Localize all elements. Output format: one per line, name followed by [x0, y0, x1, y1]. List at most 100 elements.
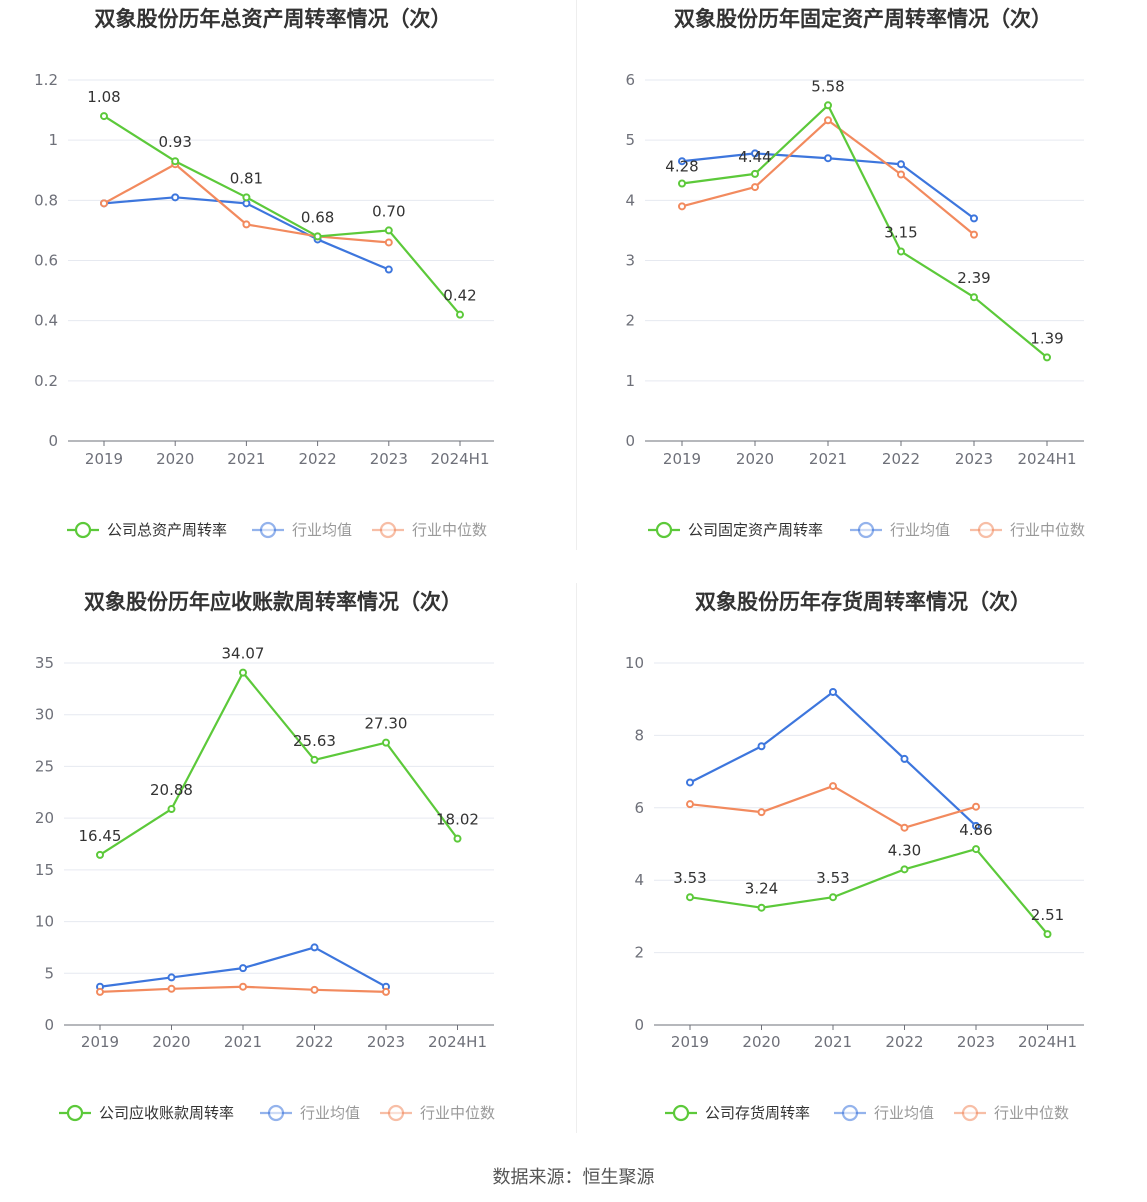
- x-tick-label: 2022: [295, 1033, 333, 1051]
- data-label: 3.53: [673, 869, 706, 887]
- x-tick-label: 2019: [663, 450, 701, 468]
- data-label: 2.51: [1031, 906, 1064, 924]
- data-point: [242, 193, 251, 202]
- x-tick-label: 2023: [367, 1033, 405, 1051]
- data-point: [239, 982, 247, 991]
- data-point: [970, 230, 978, 239]
- legend-swatch-marker: [841, 1104, 859, 1122]
- legend-item: 行业均值: [260, 1104, 360, 1122]
- data-label: 27.30: [365, 715, 408, 733]
- data-point: [900, 865, 909, 874]
- y-tick-label: 2: [625, 312, 635, 330]
- x-tick-label: 2021: [809, 450, 847, 468]
- panel-divider-bottom: [576, 583, 577, 1133]
- data-point: [678, 202, 686, 211]
- legend-label: 公司固定资产周转率: [688, 521, 823, 539]
- data-point: [382, 738, 390, 747]
- y-tick-label: 30: [35, 706, 54, 724]
- legend-label: 行业均值: [292, 521, 352, 539]
- legend-item: 行业中位数: [970, 521, 1085, 539]
- legend-item: 公司存货周转率: [665, 1104, 810, 1122]
- data-label: 34.07: [222, 645, 265, 663]
- y-tick-label: 4: [634, 871, 644, 889]
- x-tick-label: 2019: [81, 1033, 119, 1051]
- data-label: 3.15: [884, 223, 917, 241]
- data-point: [453, 834, 462, 843]
- y-tick-label: 25: [35, 757, 54, 775]
- legend-swatch-marker: [961, 1104, 979, 1122]
- data-point: [239, 668, 247, 677]
- series-line: [99, 671, 459, 856]
- data-point: [751, 183, 759, 192]
- data-point: [167, 984, 176, 993]
- chart-panel-total-asset-turnover: 双象股份历年总资产周转率情况（次） 0 0.2 0.4 0.6 0.8 1 1.2 2019 20…: [0, 0, 573, 583]
- x-tick-label: 2024H1: [1018, 1033, 1077, 1051]
- legend-label: 行业均值: [874, 1104, 934, 1122]
- data-point: [96, 850, 104, 859]
- x-tick-label: 2024H1: [1018, 450, 1077, 468]
- data-label: 2.39: [957, 269, 990, 287]
- data-point: [897, 247, 905, 256]
- data-point: [757, 742, 766, 751]
- y-tick-label: 3: [625, 252, 635, 270]
- y-tick-label: 15: [35, 861, 54, 879]
- x-tick-label: 2021: [227, 450, 265, 468]
- legend-item: 行业均值: [850, 521, 950, 539]
- data-label: 4.44: [738, 148, 771, 166]
- legend-swatch-marker: [74, 521, 92, 539]
- legend-swatch-marker: [655, 521, 673, 539]
- chart-svg: 双象股份历年应收账款周转率情况（次） 0 5 10 15 20 25 30 35 2019 2020…: [35, 590, 495, 1122]
- data-label: 0.68: [301, 208, 334, 226]
- data-point: [900, 823, 909, 832]
- data-label: 3.24: [745, 880, 778, 898]
- data-label: 18.02: [436, 811, 479, 829]
- data-point: [686, 893, 694, 902]
- x-tick-label: 2023: [957, 1033, 995, 1051]
- data-point: [310, 755, 319, 764]
- y-tick-label: 20: [35, 809, 54, 827]
- chart-panel-inventory-turnover: 双象股份历年存货周转率情况（次） 0 2 4 6 8 10 2019 2020 2021 2022 2…: [577, 583, 1147, 1166]
- x-tick-label: 2022: [882, 450, 920, 468]
- chart-title: 双象股份历年应收账款周转率情况（次）: [84, 590, 462, 614]
- data-point: [829, 893, 837, 902]
- data-label: 25.63: [293, 732, 336, 750]
- y-tick-label: 10: [625, 654, 644, 672]
- data-point: [171, 193, 180, 202]
- x-tick-label: 2020: [152, 1033, 190, 1051]
- y-tick-label: 5: [625, 131, 635, 149]
- chart-svg: 双象股份历年固定资产周转率情况（次） 0 1 2 3 4 5 6 2019 2020 2021 202…: [625, 7, 1085, 539]
- legend-item: 行业中位数: [380, 1104, 495, 1122]
- y-tick-label: 35: [35, 654, 54, 672]
- legend-swatch-marker: [672, 1104, 690, 1122]
- chart-panel-receivable-turnover: 双象股份历年应收账款周转率情况（次） 0 5 10 15 20 25 30 35 2019 2020…: [0, 583, 573, 1166]
- data-label: 4.86: [959, 821, 992, 839]
- legend-label: 公司应收账款周转率: [99, 1104, 234, 1122]
- data-point: [686, 778, 694, 787]
- legend-item: 公司应收账款周转率: [59, 1104, 234, 1122]
- data-point: [824, 101, 832, 110]
- x-tick-label: 2024H1: [431, 450, 490, 468]
- data-point: [310, 943, 319, 952]
- data-point: [970, 293, 978, 302]
- y-tick-label: 10: [35, 913, 54, 931]
- legend-label: 行业中位数: [412, 521, 487, 539]
- data-label: 3.53: [816, 869, 849, 887]
- y-tick-label: 1: [625, 372, 635, 390]
- y-tick-label: 1: [48, 131, 58, 149]
- legend-swatch-marker: [379, 521, 397, 539]
- data-point: [313, 232, 322, 241]
- data-label: 0.93: [158, 133, 191, 151]
- y-tick-label: 4: [625, 191, 635, 209]
- legend-label: 行业中位数: [1010, 521, 1085, 539]
- legend-item: 行业均值: [834, 1104, 934, 1122]
- legend-item: 行业中位数: [954, 1104, 1069, 1122]
- data-label: 16.45: [79, 827, 122, 845]
- data-label: 0.81: [230, 169, 263, 187]
- data-point: [751, 169, 759, 178]
- data-point: [829, 782, 837, 791]
- data-label: 20.88: [150, 781, 193, 799]
- data-point: [824, 154, 832, 163]
- data-point: [1043, 930, 1052, 939]
- data-point: [972, 845, 980, 854]
- data-point: [751, 149, 759, 158]
